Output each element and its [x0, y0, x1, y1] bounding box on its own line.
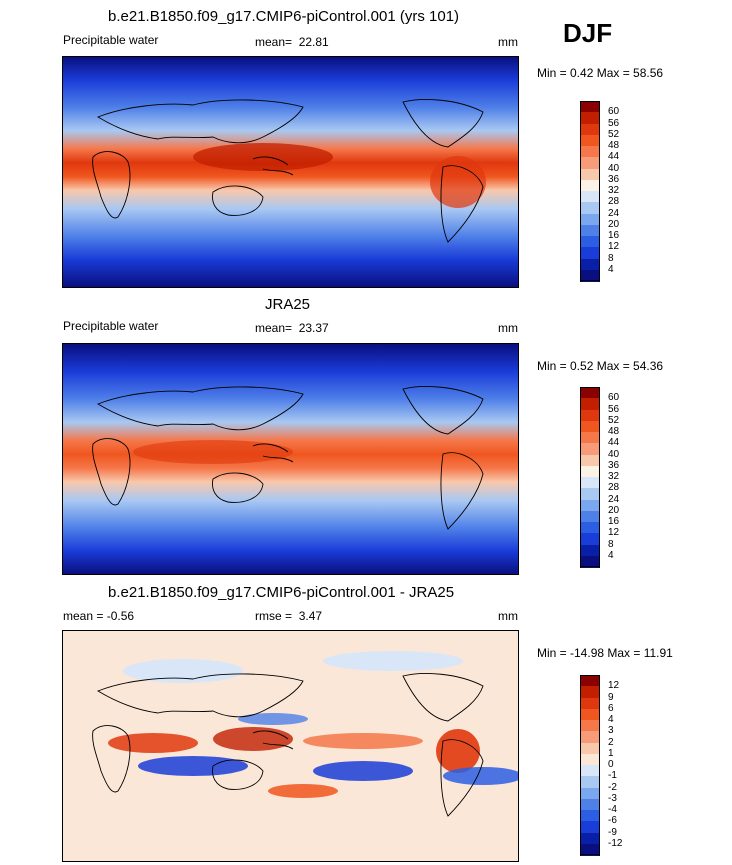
colorbar-tick-label: 0 [608, 759, 614, 770]
colorbar-tick-label: 56 [608, 117, 620, 129]
season-label: DJF [563, 18, 613, 48]
colorbar-tick-label: 32 [608, 185, 620, 196]
colorbar-tick-label: 3 [608, 725, 614, 737]
panel1-mean-value: 22.81 [298, 35, 329, 49]
coastlines [92, 386, 484, 530]
colorbar-tick-label: 36 [608, 173, 620, 185]
coastlines [92, 673, 484, 817]
colorbar-tick-label: 48 [608, 426, 620, 437]
colorbar-tick-label: 16 [608, 230, 620, 241]
colorbar-frame [580, 387, 600, 567]
panel2-minmax: Min = 0.52 Max = 54.36 [537, 359, 664, 373]
colorbar-tick-label: 20 [608, 504, 620, 516]
colorbar-tick-label: 36 [608, 459, 620, 471]
panel1-variable-label: Precipitable water [63, 33, 159, 47]
coastlines [92, 99, 484, 243]
panel3-rmse-label: rmse = 3.47 [255, 609, 323, 623]
panel3-map-svg [63, 631, 518, 861]
colorbar-tick-label: 44 [608, 151, 620, 163]
colorbar-tick-label: 48 [608, 140, 620, 151]
panel1-map [62, 56, 519, 288]
panel1-units: mm [498, 35, 518, 49]
panel2-variable-label: Precipitable water [63, 319, 159, 333]
panel1-colorbar: 60 56 52 48 44 40 36 32 28 24 20 16 12 8 4 [580, 101, 640, 282]
colorbar-frame [580, 101, 600, 281]
panel2-map-svg [63, 344, 518, 574]
colorbar-tick-label: 20 [608, 218, 620, 230]
colorbar-tick-label: 12 [608, 680, 620, 692]
colorbar-tick-label: 4 [608, 263, 614, 275]
colorbar-tick-label: 6 [608, 702, 614, 714]
colorbar-tick-label: -1 [608, 770, 617, 782]
colorbar-frame [580, 675, 600, 855]
colorbar-tick-label: 4 [608, 549, 614, 561]
colorbar-tick-label: 8 [608, 252, 614, 264]
panel1-map-svg [63, 57, 518, 287]
colorbar-tick-label: 8 [608, 538, 614, 550]
colorbar-tick-label: 56 [608, 403, 620, 415]
colorbar-tick-label: 52 [608, 128, 620, 140]
panel3-units: mm [498, 609, 518, 623]
precip-field [63, 344, 518, 574]
panel3-minmax: Min = -14.98 Max = 11.91 [537, 646, 673, 660]
colorbar-tick-label: 12 [608, 241, 620, 253]
colorbar-tick-label: 32 [608, 471, 620, 482]
panel3-mean-label: mean = -0.56 [63, 609, 135, 623]
colorbar-tick-label: -4 [608, 804, 617, 815]
colorbar-tick-label: 4 [608, 714, 614, 725]
panel2-units: mm [498, 321, 518, 335]
colorbar-tick-label: 9 [608, 691, 614, 703]
panel2-title: JRA25 [265, 296, 311, 313]
colorbar-tick-label: -6 [608, 815, 617, 827]
colorbar-tick-label: 16 [608, 516, 620, 527]
colorbar-tick-label: 24 [608, 493, 620, 505]
panel3-title: b.e21.B1850.f09_g17.CMIP6-piControl.001 … [108, 584, 455, 601]
colorbar-tick-label: 40 [608, 162, 620, 174]
panel3-colorbar: 12 9 6 4 3 2 1 0 -1 -2 -3 -4 -6 -9 -12 [580, 675, 640, 856]
colorbar-tick-label: 44 [608, 437, 620, 449]
colorbar-tick-label: 60 [608, 392, 620, 404]
panel3-map [62, 630, 519, 862]
colorbar-tick-label: 52 [608, 414, 620, 426]
panel2-mean-value: 23.37 [298, 321, 329, 335]
colorbar-tick-label: -2 [608, 781, 617, 793]
panel3-rmse-value: 3.47 [298, 609, 323, 623]
panel1-minmax: Min = 0.42 Max = 58.56 [537, 66, 664, 80]
colorbar-tick-label: 40 [608, 448, 620, 460]
colorbar-tick-label: -9 [608, 826, 617, 838]
panel2-map [62, 343, 519, 575]
colorbar-tick-label: 28 [608, 196, 620, 208]
colorbar-tick-label: -3 [608, 792, 617, 804]
panel1-title: b.e21.B1850.f09_g17.CMIP6-piControl.001 … [108, 8, 460, 25]
colorbar-tick-label: -12 [608, 837, 623, 849]
panel1-mean-label: mean= 22.81 [255, 35, 329, 49]
colorbar-tick-label: 24 [608, 207, 620, 219]
colorbar-tick-label: 2 [608, 736, 614, 748]
colorbar-tick-label: 28 [608, 482, 620, 494]
panel2-mean-label: mean= 23.37 [255, 321, 329, 335]
panel2-colorbar: 60 56 52 48 44 40 36 32 28 24 20 16 12 8 4 [580, 387, 640, 568]
colorbar-tick-label: 60 [608, 106, 620, 118]
colorbar-tick-label: 1 [608, 747, 614, 759]
colorbar-tick-label: 12 [608, 527, 620, 539]
